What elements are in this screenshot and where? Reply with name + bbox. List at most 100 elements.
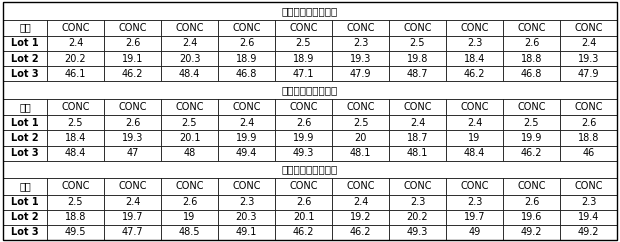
Bar (332, 145, 389, 161)
Bar (275, 225, 332, 240)
Text: 2.3: 2.3 (467, 197, 482, 207)
Bar (47, 130, 104, 145)
Text: 19.9: 19.9 (236, 133, 257, 143)
Bar (389, 115, 446, 130)
Text: 2.6: 2.6 (524, 197, 539, 207)
Text: CONC: CONC (574, 23, 603, 33)
Bar (389, 210, 446, 225)
Text: 49.3: 49.3 (293, 148, 314, 158)
Text: 2.4: 2.4 (467, 118, 482, 128)
Bar (218, 130, 275, 145)
Text: 20.1: 20.1 (179, 133, 200, 143)
Text: 20.3: 20.3 (236, 212, 257, 222)
Bar (503, 178, 560, 195)
Text: CONC: CONC (346, 181, 374, 191)
Bar (218, 115, 275, 130)
Bar (3, 81, 617, 99)
Bar (446, 115, 503, 130)
Text: 18.8: 18.8 (578, 133, 599, 143)
Bar (161, 130, 218, 145)
Text: 19.7: 19.7 (122, 212, 143, 222)
Bar (47, 36, 104, 51)
Bar (275, 145, 332, 161)
Bar (332, 51, 389, 66)
Bar (3, 99, 47, 115)
Text: 46.1: 46.1 (65, 69, 86, 79)
Text: 47.9: 47.9 (578, 69, 600, 79)
Bar (389, 20, 446, 36)
Text: 19.3: 19.3 (122, 133, 143, 143)
Text: 48.4: 48.4 (464, 148, 485, 158)
Text: 2.3: 2.3 (353, 38, 368, 48)
Bar (332, 178, 389, 195)
Text: CONC: CONC (460, 23, 489, 33)
Text: Lot 1: Lot 1 (11, 38, 39, 48)
Bar (503, 99, 560, 115)
Text: 2.4: 2.4 (125, 197, 140, 207)
Bar (503, 225, 560, 240)
Text: 19.7: 19.7 (464, 212, 485, 222)
Bar (275, 99, 332, 115)
Text: CONC: CONC (290, 102, 317, 112)
Bar (3, 2, 617, 20)
Text: CONC: CONC (232, 102, 261, 112)
Text: 46.2: 46.2 (521, 148, 542, 158)
Text: 2.6: 2.6 (125, 118, 140, 128)
Text: CONC: CONC (290, 23, 317, 33)
Bar (389, 51, 446, 66)
Text: 19.6: 19.6 (521, 212, 542, 222)
Bar (332, 66, 389, 81)
Bar (560, 225, 617, 240)
Bar (161, 225, 218, 240)
Text: 46: 46 (582, 148, 595, 158)
Text: 2.5: 2.5 (296, 38, 311, 48)
Text: 2.6: 2.6 (296, 118, 311, 128)
Bar (389, 66, 446, 81)
Bar (161, 99, 218, 115)
Text: 2.3: 2.3 (239, 197, 254, 207)
Bar (104, 210, 161, 225)
Bar (3, 195, 47, 210)
Bar (560, 66, 617, 81)
Bar (161, 36, 218, 51)
Text: 47.1: 47.1 (293, 69, 314, 79)
Text: 2.4: 2.4 (239, 118, 254, 128)
Bar (47, 51, 104, 66)
Bar (332, 36, 389, 51)
Bar (47, 225, 104, 240)
Bar (503, 51, 560, 66)
Bar (3, 51, 47, 66)
Text: CONC: CONC (346, 102, 374, 112)
Bar (104, 115, 161, 130)
Bar (104, 51, 161, 66)
Bar (161, 20, 218, 36)
Text: 19.1: 19.1 (122, 53, 143, 64)
Text: 49.1: 49.1 (236, 227, 257, 237)
Text: CONC: CONC (403, 23, 432, 33)
Text: 低浓度精密性质控品: 低浓度精密性质控品 (282, 6, 338, 16)
Bar (332, 99, 389, 115)
Bar (446, 178, 503, 195)
Text: 2.5: 2.5 (182, 118, 197, 128)
Bar (446, 51, 503, 66)
Text: 2.6: 2.6 (524, 38, 539, 48)
Text: 46.8: 46.8 (236, 69, 257, 79)
Text: 19.9: 19.9 (293, 133, 314, 143)
Text: Lot 3: Lot 3 (11, 148, 39, 158)
Bar (104, 99, 161, 115)
Text: 46.2: 46.2 (122, 69, 143, 79)
Bar (446, 130, 503, 145)
Text: 18.9: 18.9 (236, 53, 257, 64)
Text: CONC: CONC (175, 102, 204, 112)
Text: 18.8: 18.8 (521, 53, 542, 64)
Text: CONC: CONC (403, 102, 432, 112)
Text: 49: 49 (468, 227, 481, 237)
Text: CONC: CONC (118, 23, 147, 33)
Bar (275, 20, 332, 36)
Bar (3, 178, 47, 195)
Text: CONC: CONC (290, 181, 317, 191)
Bar (503, 145, 560, 161)
Bar (560, 51, 617, 66)
Text: CONC: CONC (460, 102, 489, 112)
Text: 18.4: 18.4 (464, 53, 485, 64)
